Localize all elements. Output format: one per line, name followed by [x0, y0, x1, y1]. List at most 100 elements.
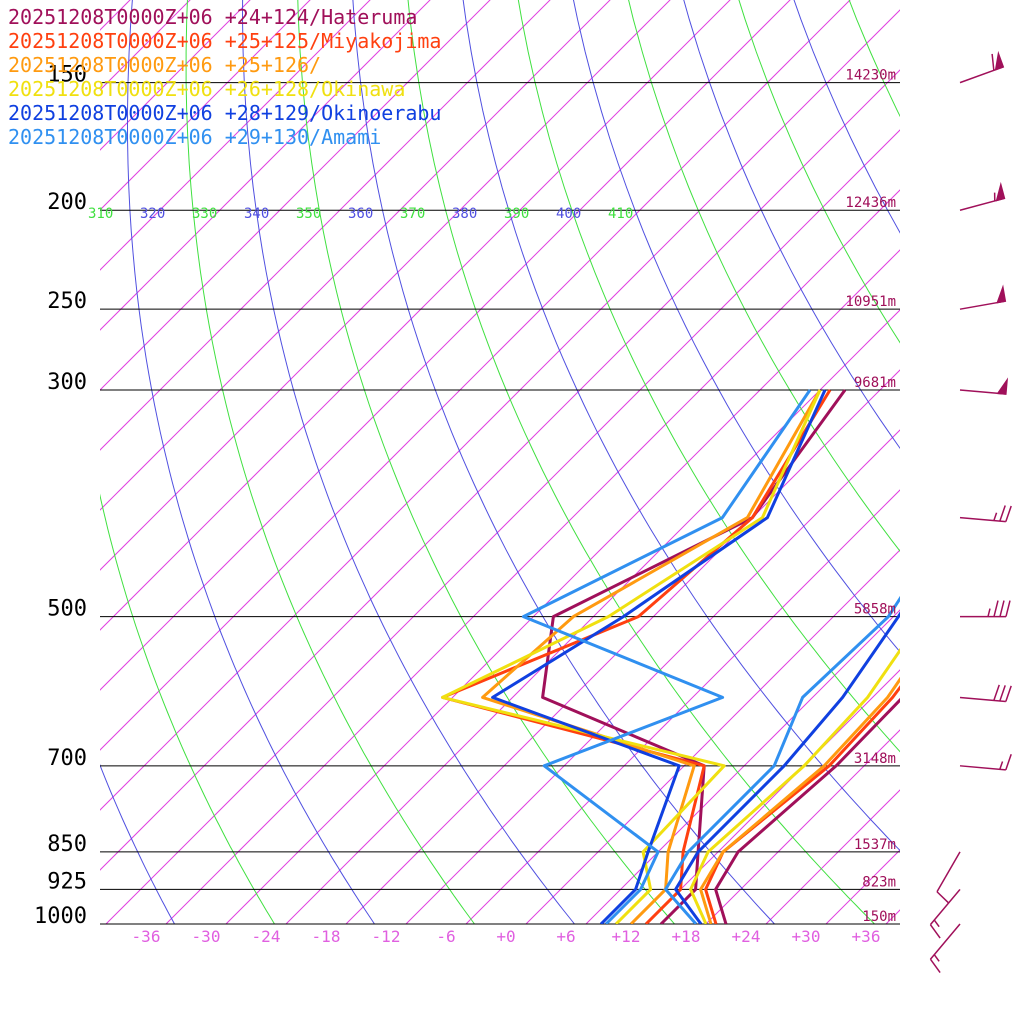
isotherm-line [165, 189, 900, 924]
theta-label: 340 [244, 206, 269, 222]
wind-barb [959, 284, 1007, 310]
isotherm-line [885, 909, 900, 924]
height-label: 14230m [845, 68, 896, 84]
legend-entry: 20251208T0000Z+06 +25+125/Miyakojima [8, 29, 441, 53]
pressure-label: 925 [47, 869, 87, 894]
theta-label: 350 [296, 206, 321, 222]
isotherm-line [100, 0, 731, 631]
x-tick-label: -36 [132, 927, 161, 946]
temperature-trace [689, 647, 900, 924]
wind-barb [959, 181, 1006, 211]
theta-label: 360 [348, 206, 373, 222]
pressure-label: 1000 [34, 904, 87, 929]
isotherm-line [946, 0, 1024, 924]
pressure-label: 150 [47, 63, 87, 88]
x-tick-label: +24 [732, 927, 761, 946]
wind-barb [959, 753, 1012, 771]
theta-label: 320 [140, 206, 165, 222]
isotherm-line [100, 9, 900, 811]
isotherm-line [825, 849, 900, 924]
dry-adiabat-line [996, 0, 1024, 924]
pressure-label: 700 [47, 746, 87, 771]
isotherm-line [100, 0, 491, 391]
pressure-label: 500 [47, 597, 87, 622]
legend-entry: 20251208T0000Z+06 +24+124/Hateruma [8, 5, 417, 29]
pressure-label: 250 [47, 289, 87, 314]
isotherm-line [100, 0, 611, 511]
x-tick-label: +12 [612, 927, 641, 946]
x-tick-label: +18 [672, 927, 701, 946]
wind-barb [959, 505, 1012, 523]
dry-adiabat-line [837, 0, 1024, 924]
isotherm-line [465, 489, 900, 924]
isotherm-line [1006, 0, 1024, 924]
wind-barb [959, 377, 1009, 395]
legend-entry: 20251208T0000Z+06 +28+129/Okinoerabu [8, 101, 441, 125]
wind-barb [959, 50, 1005, 84]
dewpoint-trace [491, 389, 827, 924]
theta-label: 330 [192, 206, 217, 222]
dewpoint-trace [441, 389, 832, 924]
x-tick-label: -30 [192, 927, 221, 946]
x-tick-label: -6 [436, 927, 455, 946]
isotherm-line [225, 249, 900, 924]
wind-barb [929, 923, 961, 974]
isotherm-line [100, 0, 251, 151]
theta-label: 310 [88, 206, 113, 222]
dry-adiabat-line [877, 0, 1024, 924]
isotherm-line [345, 369, 900, 924]
x-tick-label: +6 [556, 927, 575, 946]
dry-adiabat-line [848, 0, 900, 118]
dry-adiabat-line [462, 0, 900, 852]
height-label: 823m [862, 874, 896, 890]
isotherm-line [100, 0, 851, 751]
height-label: 1537m [854, 837, 896, 853]
dry-adiabat-line [738, 0, 900, 344]
isotherm-line [405, 429, 900, 924]
dewpoint-trace [521, 389, 812, 924]
x-tick-label: +36 [852, 927, 881, 946]
height-label: 10951m [845, 294, 896, 310]
isotherm-line [285, 309, 900, 924]
height-label: 150m [862, 909, 896, 925]
isotherm-line [525, 549, 900, 924]
dry-adiabat-line [956, 0, 1024, 924]
wind-barb [929, 888, 961, 939]
isotherm-line [585, 609, 900, 924]
theta-label: 370 [400, 206, 425, 222]
x-tick-label: -18 [312, 927, 341, 946]
legend-entry: 20251208T0000Z+06 +26+128/Okinawa [8, 77, 405, 101]
x-tick-label: +0 [496, 927, 515, 946]
isotherm-line [100, 0, 431, 331]
isotherm-line [100, 0, 791, 691]
isotherm-line [100, 69, 900, 871]
height-label: 12436m [845, 195, 896, 211]
temperature-trace [699, 676, 900, 924]
legend-entry: 20251208T0000Z+06 +29+130/Amami [8, 125, 381, 149]
height-label: 3148m [854, 751, 896, 767]
theta-label: 410 [608, 206, 633, 222]
theta-label: 380 [452, 206, 477, 222]
pressure-label: 300 [47, 370, 87, 395]
legend-entry: 20251208T0000Z+06 +25+126/ [8, 53, 321, 77]
theta-label: 400 [556, 206, 581, 222]
temperature-trace [664, 595, 900, 924]
dry-adiabat-line [100, 493, 275, 924]
wind-barb [960, 600, 1011, 618]
height-label: 5858m [854, 602, 896, 618]
dry-adiabat-line [916, 0, 1024, 924]
temperature-trace [674, 611, 900, 924]
x-tick-label: -12 [372, 927, 401, 946]
isotherm-line [100, 0, 311, 211]
isotherm-line [100, 0, 371, 271]
pressure-label: 200 [47, 190, 87, 215]
isotherm-line [100, 0, 671, 571]
height-label: 9681m [854, 375, 896, 391]
wind-barb [959, 684, 1012, 703]
temperature-trace [714, 697, 900, 924]
isotherm-line [100, 0, 551, 451]
x-tick-label: -24 [252, 927, 281, 946]
theta-label: 390 [504, 206, 529, 222]
wind-barb [936, 851, 961, 904]
